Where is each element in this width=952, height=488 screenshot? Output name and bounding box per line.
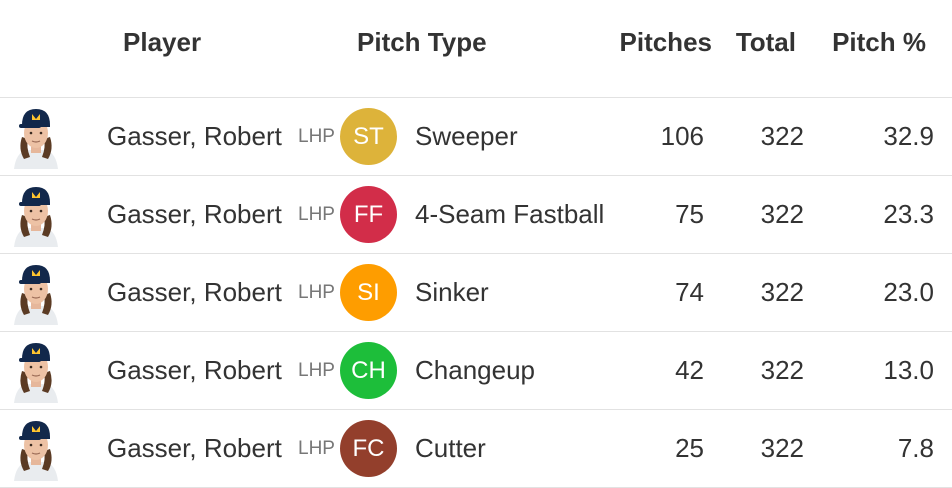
player-headshot-avatar <box>10 103 62 171</box>
total-value: 322 <box>760 199 804 229</box>
pitches-value: 74 <box>675 277 704 307</box>
column-header-pitches[interactable]: Pitches <box>619 27 713 57</box>
throwing-hand-label: LHP <box>298 438 335 459</box>
total-value: 322 <box>760 277 804 307</box>
table-row[interactable]: Gasser, Robert LHP SI Sinker 74 322 23.0 <box>0 254 952 332</box>
player-headshot-avatar <box>10 415 62 483</box>
table-row[interactable]: Gasser, Robert LHP FF 4-Seam Fastball 75 322 2… <box>0 176 952 254</box>
column-header-pitch-type[interactable]: Pitch Type <box>357 27 487 57</box>
pitch-code-badge: FC <box>340 420 397 477</box>
pitch-pct-value: 23.0 <box>883 277 934 307</box>
pitch-name: Sweeper <box>415 121 518 151</box>
pitch-pct-value: 7.8 <box>897 433 934 463</box>
player-name-link[interactable]: Gasser, Robert <box>107 121 282 151</box>
player-name-link[interactable]: Gasser, Robert <box>107 355 282 385</box>
throwing-hand-label: LHP <box>298 282 335 303</box>
pitch-code-badge: CH <box>340 342 397 399</box>
throwing-hand-label: LHP <box>298 360 335 381</box>
column-header-total[interactable]: Total <box>735 27 796 57</box>
table-header: Player Pitch Type Pitches Total Pitch % <box>0 0 952 98</box>
total-value: 322 <box>760 355 804 385</box>
column-header-player[interactable]: Player <box>123 27 202 57</box>
pitches-value: 75 <box>675 199 704 229</box>
player-name-link[interactable]: Gasser, Robert <box>107 199 282 229</box>
player-headshot-avatar <box>10 181 62 249</box>
pitch-code-badge: ST <box>340 108 397 165</box>
pitch-name: Sinker <box>415 277 489 307</box>
pitches-value: 42 <box>675 355 704 385</box>
throwing-hand-label: LHP <box>298 204 335 225</box>
pitches-value: 25 <box>675 433 704 463</box>
pitches-value: 106 <box>660 121 704 151</box>
pitch-name: Cutter <box>415 433 486 463</box>
table-row[interactable]: Gasser, Robert LHP ST Sweeper 106 322 32.9 <box>0 98 952 176</box>
pitch-pct-value: 23.3 <box>883 199 934 229</box>
pitch-code-badge: FF <box>340 186 397 243</box>
table-row[interactable]: Gasser, Robert LHP CH Changeup 42 322 13.0 <box>0 332 952 410</box>
pitch-name: 4-Seam Fastball <box>415 199 605 229</box>
total-value: 322 <box>760 121 804 151</box>
pitch-pct-value: 13.0 <box>883 355 934 385</box>
player-name-link[interactable]: Gasser, Robert <box>107 277 282 307</box>
total-value: 322 <box>760 433 804 463</box>
table-row[interactable]: Gasser, Robert LHP FC Cutter 25 322 7.8 <box>0 410 952 488</box>
pitch-code-badge: SI <box>340 264 397 321</box>
throwing-hand-label: LHP <box>298 126 335 147</box>
player-name-link[interactable]: Gasser, Robert <box>107 433 282 463</box>
column-header-pitch-pct[interactable]: Pitch % <box>832 27 926 57</box>
pitch-name: Changeup <box>415 355 535 385</box>
pitch-pct-value: 32.9 <box>883 121 934 151</box>
player-headshot-avatar <box>10 337 62 405</box>
player-headshot-avatar <box>10 259 62 327</box>
